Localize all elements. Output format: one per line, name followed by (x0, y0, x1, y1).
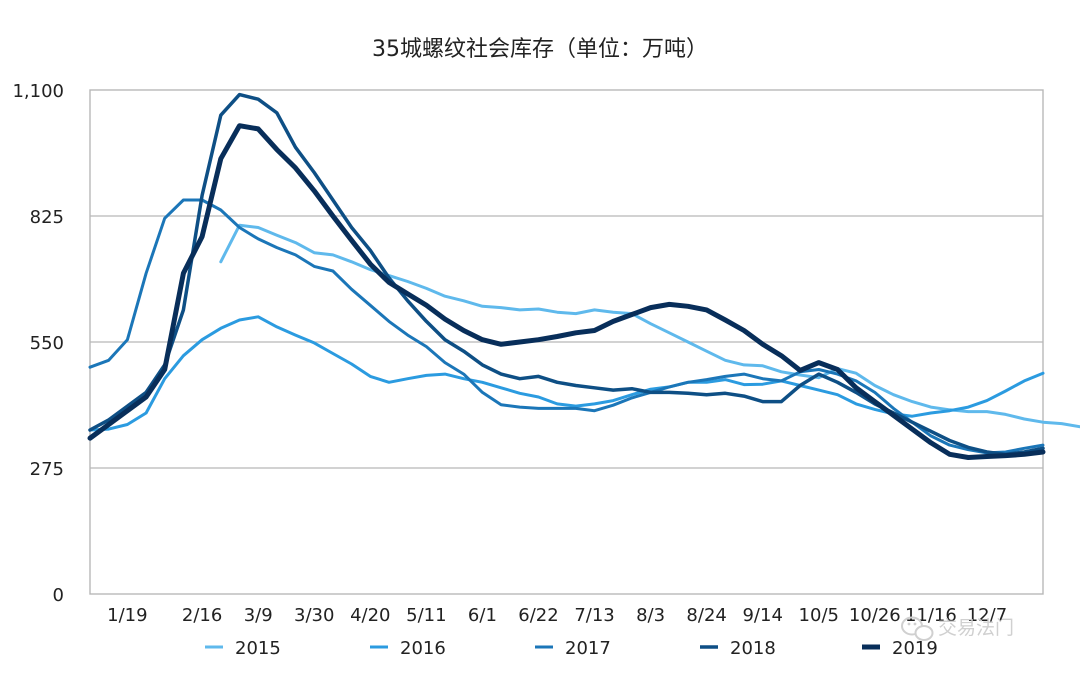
x-tick-label: 6/1 (468, 605, 497, 626)
series-line-2015 (219, 223, 1080, 429)
x-tick-label: 1/19 (107, 605, 147, 626)
series-line-2016 (88, 315, 1045, 432)
series-line-2019 (87, 123, 1046, 460)
gridlines (90, 215, 1043, 469)
y-axis-ticks: 0 275 550 825 1,100 (12, 81, 64, 606)
y-tick-label: 1,100 (12, 81, 64, 102)
wechat-logo-icon (901, 616, 934, 641)
y-tick-label: 825 (30, 207, 64, 228)
chart-title: 35城螺纹社会库存（单位：万吨） (372, 37, 708, 62)
x-tick-label: 12/7 (967, 605, 1007, 626)
x-axis-ticks: 1/19 2/16 3/9 3/30 4/20 5/11 6/1 6/22 7/13 8/3 8/2… (107, 605, 1007, 626)
y-tick-label: 550 (30, 333, 64, 354)
legend-label: 2017 (565, 638, 611, 659)
x-tick-label: 5/11 (406, 605, 446, 626)
legend-label: 2015 (235, 638, 281, 659)
x-tick-label: 7/13 (574, 605, 614, 626)
x-tick-label: 2/16 (182, 605, 222, 626)
series-line-2017 (88, 198, 1045, 455)
x-tick-label: 3/9 (244, 605, 273, 626)
x-tick-label: 9/14 (742, 605, 782, 626)
watermark-text: 交易法门 (938, 617, 1014, 639)
legend: 2015 2016 2017 2018 2019 (205, 638, 938, 659)
legend-label: 2018 (730, 638, 776, 659)
x-tick-label: 10/5 (799, 605, 839, 626)
watermark: 交易法门 (901, 616, 1014, 641)
plot-frame (89, 89, 1044, 595)
x-tick-label: 8/24 (686, 605, 726, 626)
series-line-2018 (88, 92, 1045, 457)
legend-label: 2019 (892, 638, 938, 659)
series-lines (87, 92, 1080, 460)
x-tick-label: 8/3 (636, 605, 665, 626)
x-tick-label: 3/30 (294, 605, 334, 626)
x-tick-label: 10/26 (849, 605, 901, 626)
x-tick-label: 4/20 (350, 605, 390, 626)
y-tick-label: 275 (30, 459, 64, 480)
y-tick-label: 0 (53, 585, 64, 606)
x-tick-label: 6/22 (518, 605, 558, 626)
legend-label: 2016 (400, 638, 446, 659)
x-tick-label: 11/16 (905, 605, 957, 626)
